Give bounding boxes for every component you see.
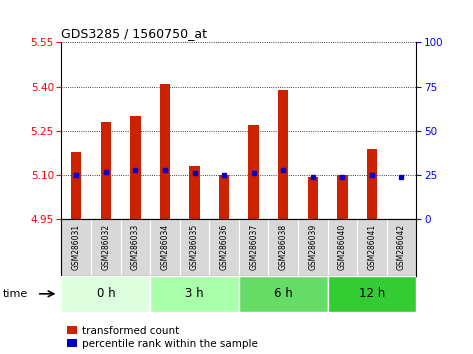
Legend: transformed count, percentile rank within the sample: transformed count, percentile rank withi…	[67, 326, 258, 349]
Text: GSM286040: GSM286040	[338, 224, 347, 270]
Text: GSM286036: GSM286036	[219, 224, 228, 270]
Text: GSM286039: GSM286039	[308, 224, 317, 270]
Text: 6 h: 6 h	[274, 287, 293, 300]
Text: GSM286042: GSM286042	[397, 224, 406, 270]
Text: time: time	[2, 289, 27, 299]
Text: GSM286032: GSM286032	[101, 224, 110, 270]
Text: 0 h: 0 h	[96, 287, 115, 300]
Text: 3 h: 3 h	[185, 287, 204, 300]
Bar	[150, 276, 239, 312]
Bar	[327, 276, 416, 312]
Bar	[189, 166, 200, 219]
Bar	[61, 276, 150, 312]
Bar	[367, 149, 377, 219]
Bar	[160, 84, 170, 219]
Text: GSM286041: GSM286041	[368, 224, 377, 270]
Bar	[307, 177, 318, 219]
Bar	[248, 125, 259, 219]
Text: GSM286035: GSM286035	[190, 224, 199, 270]
Text: GSM286037: GSM286037	[249, 224, 258, 270]
Bar	[130, 116, 140, 219]
Bar	[239, 276, 327, 312]
Text: GSM286034: GSM286034	[160, 224, 169, 270]
Bar	[219, 175, 229, 219]
Bar	[71, 152, 81, 219]
Text: GDS3285 / 1560750_at: GDS3285 / 1560750_at	[61, 27, 208, 40]
Bar	[278, 90, 289, 219]
Text: GSM286038: GSM286038	[279, 224, 288, 270]
Text: 12 h: 12 h	[359, 287, 385, 300]
Bar	[337, 175, 348, 219]
Bar	[101, 122, 111, 219]
Text: GSM286031: GSM286031	[72, 224, 81, 270]
Text: GSM286033: GSM286033	[131, 224, 140, 270]
